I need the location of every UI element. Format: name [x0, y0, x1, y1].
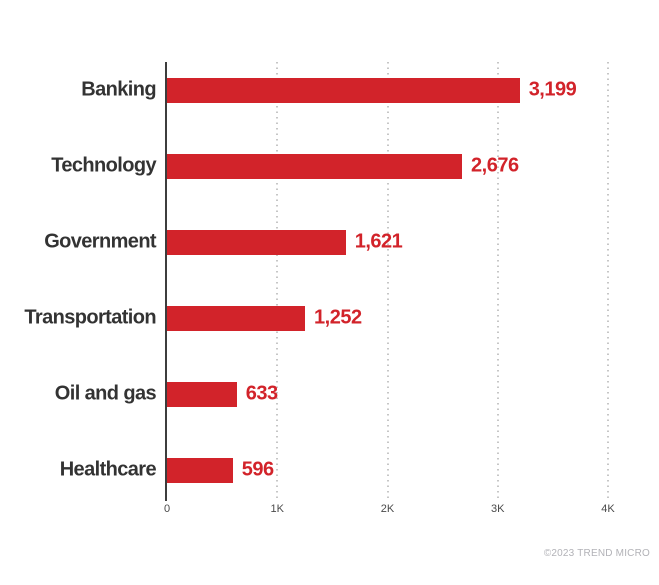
value-label-government: 1,621: [354, 230, 403, 253]
category-labels: Banking Technology Government Transportatio…: [0, 0, 156, 585]
bar-healthcare: [167, 457, 233, 483]
x-axis-ticks: 0 1K 2K 3K 4K: [163, 503, 615, 519]
x-tick-label-1k: 1K: [270, 503, 284, 515]
gridline-4k: [607, 62, 609, 499]
bar-transportation: [167, 305, 306, 331]
plot-area: 3,199 2,676 1,621 1,252 633 596: [167, 62, 609, 499]
gridline-2k: [386, 62, 389, 499]
y-axis-line: [165, 62, 167, 501]
bar-government: [167, 229, 346, 255]
category-label-technology: Technology: [51, 154, 156, 177]
value-label-technology: 2,676: [471, 154, 519, 177]
gridline-1k: [276, 62, 279, 499]
x-tick-label-2k: 2K: [380, 503, 395, 515]
bar-technology: [167, 153, 463, 179]
x-tick-label-0: 0: [163, 503, 171, 515]
value-label-oil-and-gas: 633: [245, 382, 278, 405]
category-label-healthcare: Healthcare: [59, 458, 157, 481]
gridline-3k: [496, 62, 499, 499]
value-label-healthcare: 596: [241, 458, 274, 481]
category-label-government: Government: [44, 230, 156, 253]
copyright-credit: ©2023 TREND MICRO: [543, 548, 650, 559]
x-tick-label-3k: 3K: [491, 503, 505, 515]
value-label-banking: 3,199: [528, 78, 577, 101]
category-label-transportation: Transportation: [24, 306, 156, 329]
value-label-transportation: 1,252: [314, 306, 362, 329]
bar-banking: [167, 77, 520, 103]
x-tick-label-4k: 4K: [601, 503, 615, 515]
category-label-oil-and-gas: Oil and gas: [54, 382, 157, 405]
category-label-banking: Banking: [81, 78, 156, 101]
bar-oil-and-gas: [167, 381, 237, 407]
